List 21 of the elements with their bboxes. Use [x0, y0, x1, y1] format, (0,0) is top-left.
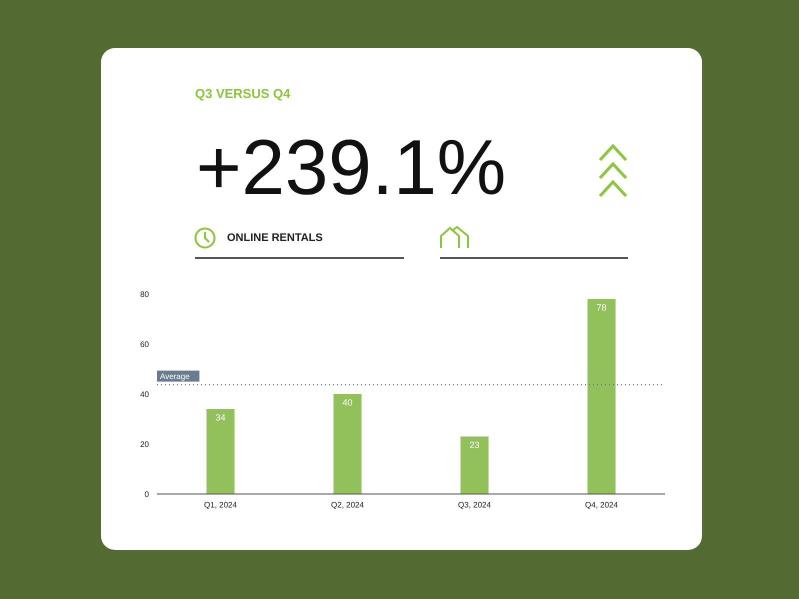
x-tick-label: Q3, 2024 [458, 500, 492, 510]
bar [460, 436, 489, 494]
x-tick-label: Q1, 2024 [204, 500, 238, 510]
data-label: 34 [216, 412, 226, 422]
bar [334, 394, 362, 494]
data-label: 40 [342, 397, 353, 408]
y-tick-label: 40 [140, 390, 150, 399]
x-tick-label: Q4, 2024 [585, 500, 619, 510]
bar [588, 299, 616, 494]
x-tick-label: Q2, 2024 [331, 500, 365, 510]
y-tick-label: 0 [144, 490, 150, 499]
bar [206, 409, 235, 494]
text: ONLINE RENTALS [227, 232, 323, 244]
ref-line-label: Average [160, 372, 190, 382]
y-tick-label: 80 [140, 290, 150, 299]
chart-title: Q3 VERSUS Q4 [195, 86, 290, 101]
data-label: 23 [470, 440, 480, 450]
y-tick-label: 20 [140, 440, 150, 449]
chart-subtitle: +239.1% [196, 122, 506, 212]
data-label: 78 [596, 302, 607, 312]
y-tick-label: 60 [140, 340, 150, 349]
